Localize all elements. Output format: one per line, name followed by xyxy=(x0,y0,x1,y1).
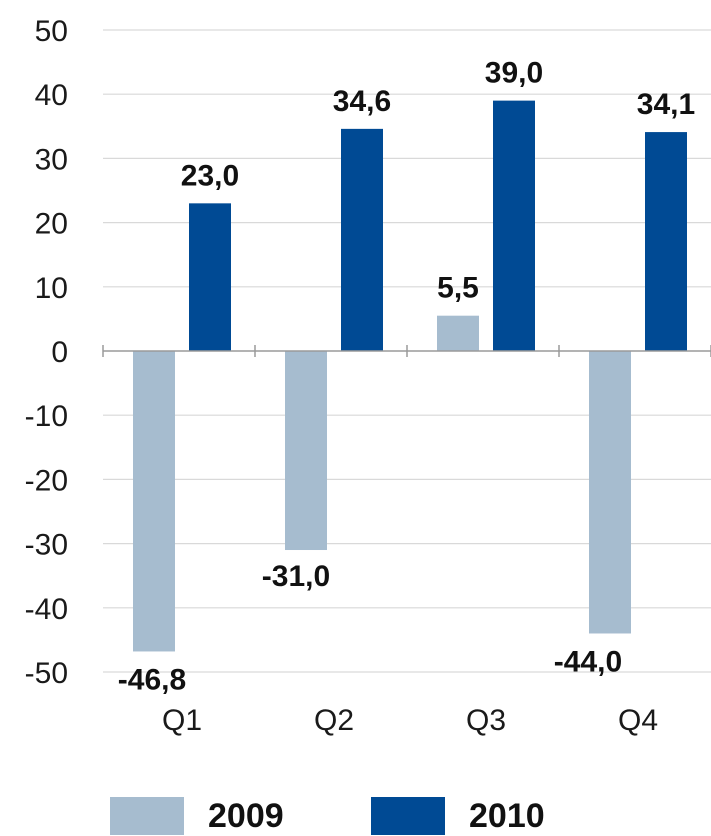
y-tick-label: 30 xyxy=(35,143,68,176)
bar-2009-Q2 xyxy=(285,351,327,551)
data-label-2009-Q1: -46,8 xyxy=(118,663,186,696)
data-labels: -46,8 23,0 -31,0 34,6 5,5 39,0 -44,0 34,1 xyxy=(118,57,695,697)
y-axis-ticks: 50 40 30 20 10 0 -10 -20 -30 -40 -50 xyxy=(25,15,68,690)
legend-label-2009: 2009 xyxy=(208,796,284,835)
legend-label-2010: 2010 xyxy=(469,796,545,835)
legend: 2009 2010 xyxy=(0,797,711,835)
y-tick-label: 0 xyxy=(51,336,68,369)
data-label-2010-Q3: 39,0 xyxy=(485,57,543,90)
bar-2009-Q1 xyxy=(133,351,175,652)
bar-2010-Q3 xyxy=(493,100,535,352)
bar-2010-Q1 xyxy=(189,203,231,351)
bar-2010-Q4 xyxy=(645,132,687,351)
legend-swatch-2010 xyxy=(371,797,445,835)
y-tick-label: 20 xyxy=(35,208,68,241)
data-label-2009-Q2: -31,0 xyxy=(262,560,330,593)
bar-2010-Q2 xyxy=(341,128,383,351)
legend-item-2010: 2010 xyxy=(371,797,545,835)
bar-chart: 50 40 30 20 10 0 -10 -20 -30 -40 -50 -46,8 23,0 -31,… xyxy=(25,15,711,737)
category-labels: Q1 Q2 Q3 Q4 xyxy=(162,704,658,737)
y-tick-label: -30 xyxy=(25,529,68,562)
data-label-2009-Q4: -44,0 xyxy=(554,645,622,678)
y-tick-label: -20 xyxy=(25,464,68,497)
x-tick-label-Q1: Q1 xyxy=(162,704,202,737)
x-tick-label-Q2: Q2 xyxy=(314,704,354,737)
bars xyxy=(133,100,687,652)
bar-2009-Q3 xyxy=(437,315,479,351)
y-tick-label: 50 xyxy=(35,15,68,48)
y-tick-label: 40 xyxy=(35,79,68,112)
data-label-2009-Q3: 5,5 xyxy=(437,272,479,305)
data-label-2010-Q4: 34,1 xyxy=(637,88,695,121)
y-tick-label: -40 xyxy=(25,593,68,626)
legend-swatch-2009 xyxy=(110,797,184,835)
x-tick-label-Q3: Q3 xyxy=(466,704,506,737)
y-tick-label: -50 xyxy=(25,657,68,690)
x-axis xyxy=(102,345,711,357)
bar-2009-Q4 xyxy=(589,351,631,634)
legend-item-2009: 2009 xyxy=(110,797,284,835)
y-tick-label: 10 xyxy=(35,272,68,305)
data-label-2010-Q2: 34,6 xyxy=(333,85,391,118)
y-tick-label: -10 xyxy=(25,400,68,433)
data-label-2010-Q1: 23,0 xyxy=(181,159,239,192)
x-tick-label-Q4: Q4 xyxy=(618,704,658,737)
